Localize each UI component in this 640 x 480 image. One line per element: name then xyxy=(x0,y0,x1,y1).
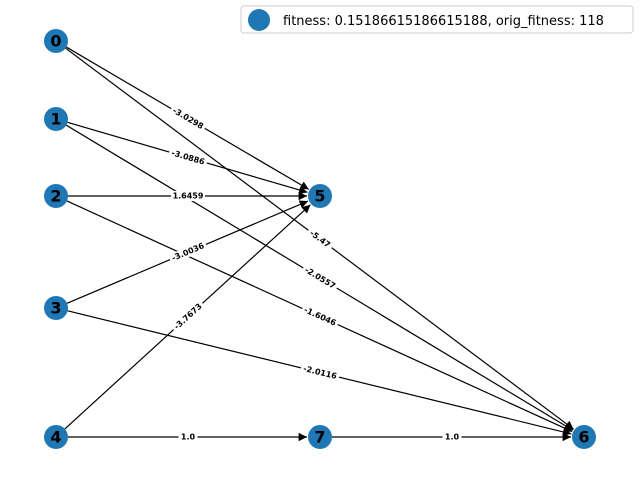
legend: fitness: 0.15186615186615188, orig_fitne… xyxy=(240,5,634,34)
edge-label-1-5: -3.0886 xyxy=(170,148,206,166)
node-circle-6 xyxy=(572,425,596,449)
edge-label-7-6: 1.0 xyxy=(445,433,460,442)
edge-label-background xyxy=(170,299,206,334)
edge-label-group-1-6: -2.0557 xyxy=(300,263,340,293)
edge-label-0-6: -5.47 xyxy=(308,228,332,249)
node-label-7: 7 xyxy=(314,428,325,447)
node-label-5: 5 xyxy=(314,187,325,206)
edges-layer: -3.0298 -5.47 -3.0886 -2.0557 1.6459 -1.6046 -… xyxy=(64,46,574,442)
node-circle-2 xyxy=(44,184,68,208)
legend-marker xyxy=(248,9,270,31)
edge-label-background xyxy=(178,432,198,442)
node-5: 5 xyxy=(308,184,332,208)
node-6: 6 xyxy=(572,425,596,449)
edge-label-4-5: -3.7673 xyxy=(172,302,203,332)
edge-label-3-6: -2.0116 xyxy=(302,364,338,381)
edge-label-2-6: -1.6046 xyxy=(303,305,338,328)
edge-label-background xyxy=(305,226,335,252)
node-4: 4 xyxy=(44,425,68,449)
node-label-2: 2 xyxy=(50,187,61,206)
edge-label-background xyxy=(300,303,340,330)
node-label-6: 6 xyxy=(578,428,589,447)
node-label-3: 3 xyxy=(50,299,61,318)
edge-label-group-2-6: -1.6046 xyxy=(300,303,340,330)
edge-label-background xyxy=(299,363,341,382)
node-circle-4 xyxy=(44,425,68,449)
edge-label-group-3-5: -3.0036 xyxy=(168,239,208,265)
edge-label-group-3-6: -2.0116 xyxy=(299,363,341,382)
edge-label-group-2-5: 1.6459 xyxy=(171,191,205,201)
edge-label-2-5: 1.6459 xyxy=(173,192,204,201)
edge-label-background xyxy=(171,191,205,201)
node-0: 0 xyxy=(44,29,68,53)
edge-label-group-7-6: 1.0 xyxy=(442,432,462,442)
edge-label-background xyxy=(168,239,208,265)
edge-label-background xyxy=(442,432,462,442)
legend-box xyxy=(240,5,634,34)
legend-text: fitness: 0.15186615186615188, orig_fitne… xyxy=(283,14,604,29)
node-7: 7 xyxy=(308,425,332,449)
edge-label-group-4-5: -3.7673 xyxy=(170,299,206,334)
edge-label-background xyxy=(167,147,209,168)
node-circle-7 xyxy=(308,425,332,449)
node-3: 3 xyxy=(44,296,68,320)
node-1: 1 xyxy=(44,107,68,131)
edge-label-background xyxy=(300,263,340,293)
edge-label-4-7: 1.0 xyxy=(181,433,196,442)
node-circle-5 xyxy=(308,184,332,208)
node-circle-3 xyxy=(44,296,68,320)
node-2: 2 xyxy=(44,184,68,208)
nodes-layer: 0 1 2 3 4 5 6 7 xyxy=(44,29,596,449)
node-circle-1 xyxy=(44,107,68,131)
node-label-0: 0 xyxy=(50,32,61,51)
edge-label-background xyxy=(168,104,208,133)
node-label-4: 4 xyxy=(50,428,61,447)
node-circle-0 xyxy=(44,29,68,53)
edge-label-group-0-5: -3.0298 xyxy=(168,104,208,133)
edge-label-1-6: -2.0557 xyxy=(303,265,337,290)
edge-label-0-5: -3.0298 xyxy=(171,106,205,131)
edge-label-group-0-6: -5.47 xyxy=(305,226,335,252)
edge-label-group-4-7: 1.0 xyxy=(178,432,198,442)
node-label-1: 1 xyxy=(50,110,61,129)
